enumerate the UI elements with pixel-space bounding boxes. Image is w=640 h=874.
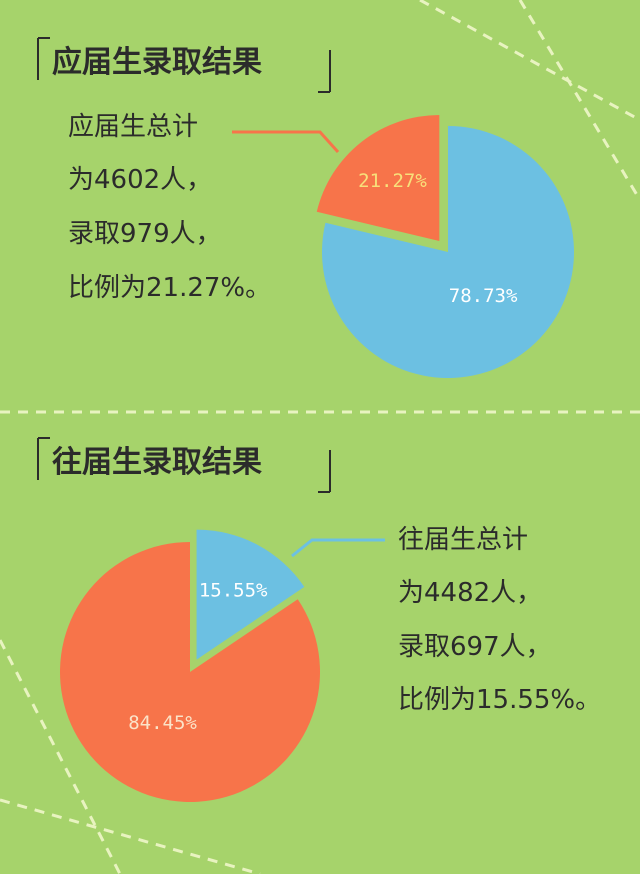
pie-slice	[322, 126, 574, 379]
pie-slice	[59, 542, 320, 803]
leader-line	[291, 538, 385, 558]
slice-label: 84.45%	[128, 712, 197, 734]
slice-label: 15.55%	[199, 579, 268, 601]
annotation-line: 比例为15.55%。	[398, 685, 601, 715]
annotation-line: 录取697人，	[398, 632, 552, 662]
title-brackets	[37, 37, 331, 493]
pie-slice	[316, 115, 440, 242]
annotation-line: 往届生总计	[398, 525, 528, 555]
annotation-line: 为4482人，	[398, 578, 542, 608]
annotation-line: 比例为21.27%。	[68, 273, 271, 303]
chart-title: 往届生录取结果	[52, 445, 262, 480]
slice-label: 21.27%	[358, 170, 427, 192]
annotation-line: 录取979人，	[68, 219, 222, 249]
annotation-line: 为4602人，	[68, 165, 212, 195]
slice-label: 78.73%	[449, 285, 518, 307]
annotation-line: 应届生总计	[68, 112, 198, 142]
chart-title: 应届生录取结果	[52, 45, 262, 80]
leader-line	[232, 130, 340, 154]
pie-slice	[196, 529, 305, 660]
